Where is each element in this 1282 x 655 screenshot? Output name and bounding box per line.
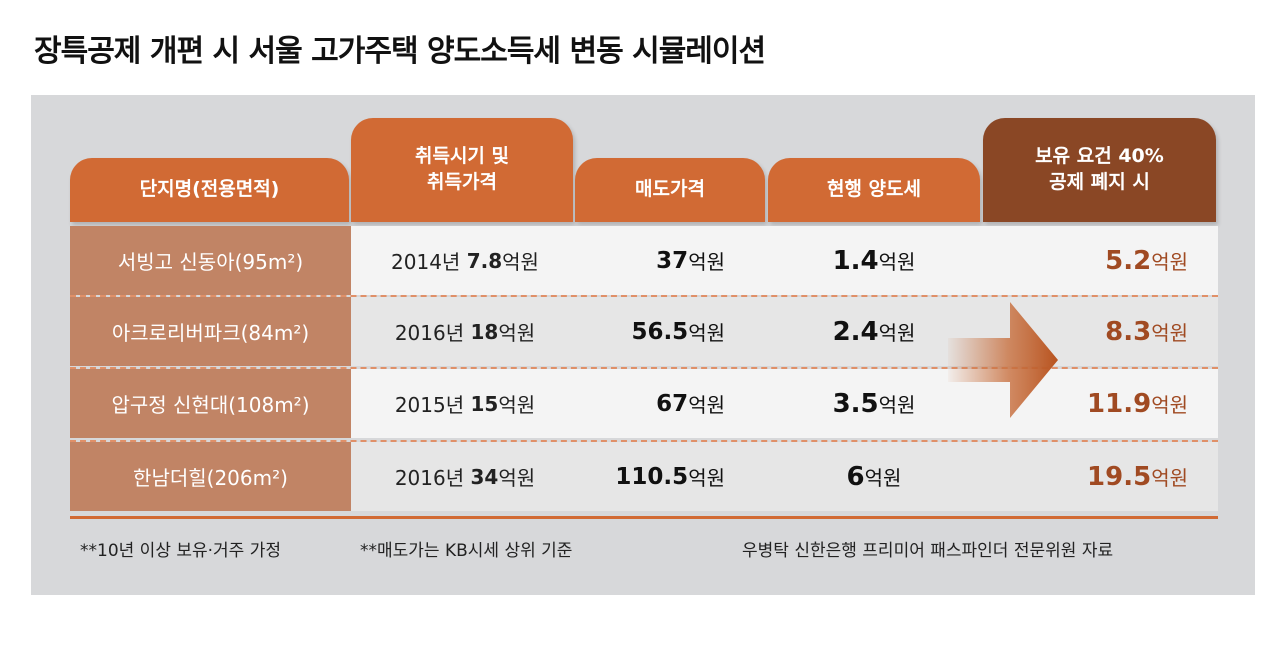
sale-cell: 56.5 억원 [575, 297, 765, 366]
current-tax-cell: 3.5 억원 [768, 369, 980, 438]
header-new-tax-line1: 보유 요건 40% [1035, 145, 1164, 168]
footnote-assumption: **10년 이상 보유·거주 가정 [80, 541, 282, 561]
unit-label: 억원 [498, 466, 536, 490]
new-tax-value: 11.9 [1087, 388, 1152, 419]
new-tax-cell: 11.9 억원 [985, 369, 1218, 438]
row-separator [70, 295, 1218, 297]
header-new-tax: 보유 요건 40% 공제 폐지 시 [983, 118, 1216, 222]
row-name-text: 아크로리버파크(84m²) [111, 321, 310, 345]
unit-label: 억원 [688, 393, 725, 417]
header-complex-label: 단지명(전용면적) [139, 178, 280, 201]
unit-label: 억원 [864, 466, 902, 490]
unit-label: 억원 [688, 466, 725, 490]
row-name-text: 한남더힐(206m²) [133, 466, 288, 490]
unit-label: 억원 [688, 250, 725, 274]
acquire-cell: 2015년 15 억원 [355, 369, 575, 438]
current-tax-cell: 6 억원 [768, 442, 980, 511]
acquire-year: 2016년 [394, 466, 465, 490]
sale-cell: 110.5 억원 [575, 442, 765, 511]
sale-value: 37 [656, 247, 689, 274]
row-separator [70, 440, 1218, 442]
page-title: 장특공제 개편 시 서울 고가주택 양도소득세 변동 시뮬레이션 [34, 34, 766, 69]
unit-label: 억원 [1151, 250, 1188, 274]
row-name: 아크로리버파크(84m²) [70, 297, 351, 366]
unit-label: 억원 [688, 321, 725, 345]
row-name-text: 서빙고 신동아(95m²) [117, 250, 304, 274]
acquire-price: 15 [470, 391, 499, 416]
sale-cell: 67 억원 [575, 369, 765, 438]
current-tax-value: 6 [846, 461, 865, 492]
row-name: 서빙고 신동아(95m²) [70, 226, 351, 295]
row-bg [351, 226, 1218, 295]
header-current-tax: 현행 양도세 [768, 158, 980, 222]
acquire-cell: 2016년 18 억원 [355, 297, 575, 366]
acquire-cell: 2014년 7.8 억원 [355, 226, 575, 295]
row-name: 압구정 신현대(108m²) [70, 369, 351, 438]
acquire-price: 18 [470, 319, 499, 344]
row-separator [70, 367, 1218, 369]
acquire-year: 2015년 [394, 393, 465, 417]
row-bg [351, 297, 1218, 366]
new-tax-cell: 19.5 억원 [985, 442, 1218, 511]
acquire-price: 7.8 [466, 248, 503, 273]
current-tax-cell: 2.4 억원 [768, 297, 980, 366]
header-complex: 단지명(전용면적) [70, 158, 349, 222]
header-acquire-line2: 취득가격 [427, 171, 497, 193]
row-name: 한남더힐(206m²) [70, 442, 351, 511]
header-acquire: 취득시기 및 취득가격 [351, 118, 573, 222]
sale-value: 110.5 [615, 463, 689, 490]
new-tax-value: 19.5 [1087, 461, 1152, 492]
current-tax-value: 1.4 [832, 245, 879, 276]
header-sale-label: 매도가격 [635, 178, 705, 201]
acquire-year: 2014년 [391, 250, 461, 274]
acquire-price: 34 [470, 464, 499, 489]
unit-label: 억원 [1151, 466, 1188, 490]
source-note: 우병탁 신한은행 프리미어 패스파인더 전문위원 자료 [742, 541, 1114, 561]
sale-value: 67 [656, 390, 689, 417]
unit-label: 억원 [1151, 393, 1188, 417]
unit-label: 억원 [498, 321, 536, 345]
current-tax-cell: 1.4 억원 [768, 226, 980, 295]
header-new-tax-line2: 공제 폐지 시 [1049, 171, 1150, 193]
sale-cell: 37 억원 [575, 226, 765, 295]
header-current-tax-label: 현행 양도세 [826, 178, 921, 201]
unit-label: 억원 [498, 393, 536, 417]
table-bottom-line [70, 516, 1218, 519]
row-name-text: 압구정 신현대(108m²) [111, 393, 310, 417]
current-tax-value: 2.4 [832, 316, 879, 347]
right-arrow-icon [948, 302, 1058, 418]
unit-label: 억원 [878, 393, 916, 417]
header-acquire-line1: 취득시기 및 [414, 145, 509, 168]
new-tax-value: 8.3 [1105, 316, 1152, 347]
unit-label: 억원 [878, 250, 916, 274]
new-tax-cell: 5.2 억원 [985, 226, 1218, 295]
new-tax-value: 5.2 [1105, 245, 1152, 276]
sale-value: 56.5 [631, 318, 689, 345]
row-bg [351, 369, 1218, 438]
unit-label: 억원 [878, 321, 916, 345]
acquire-year: 2016년 [394, 321, 465, 345]
row-bg [351, 442, 1218, 511]
footnote-price-basis: **매도가는 KB시세 상위 기준 [360, 541, 573, 561]
acquire-cell: 2016년 34 억원 [355, 442, 575, 511]
unit-label: 억원 [1151, 321, 1188, 345]
current-tax-value: 3.5 [832, 388, 879, 419]
header-sale: 매도가격 [575, 158, 765, 222]
new-tax-cell: 8.3 억원 [985, 297, 1218, 366]
unit-label: 억원 [502, 250, 539, 274]
